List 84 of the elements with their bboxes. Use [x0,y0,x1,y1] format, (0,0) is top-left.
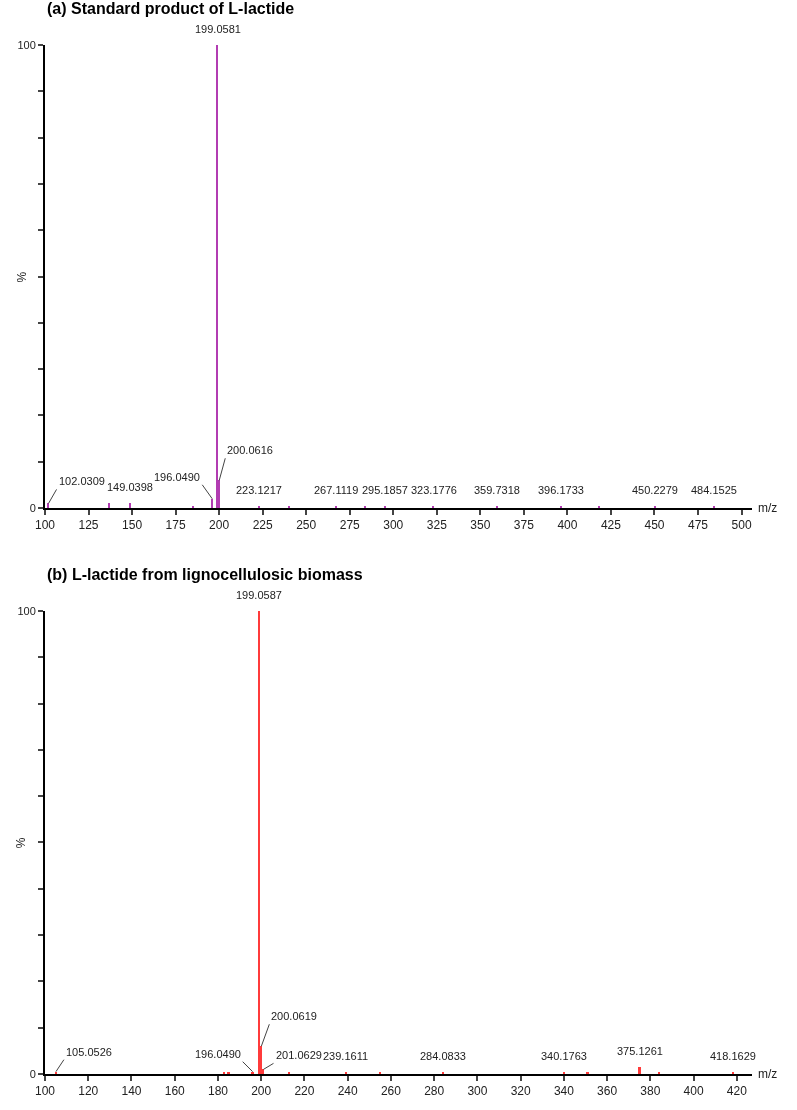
x-tick-label: 320 [510,1084,531,1099]
x-tick-label: 350 [470,518,491,533]
bar [216,45,218,508]
x-tick-label: 225 [252,518,273,533]
bar [442,1071,444,1074]
annotation: 201.0629 [276,1049,322,1061]
x-tick-label: 375 [513,518,535,533]
x-tick-label: 140 [121,1084,142,1099]
chart-title: (a) Standard product of L-lactide [47,0,295,17]
annotation: 200.0619 [271,1010,317,1022]
x-tick-label: 275 [339,518,361,533]
bar [211,499,213,508]
annotation: 295.1857 [362,484,408,496]
x-tick-label: 250 [296,518,317,533]
bar [47,503,49,508]
annotation: 102.0309 [59,475,105,487]
annotation: 484.1525 [691,484,737,496]
x-tick-label: 425 [600,518,622,533]
x-tick-label: 200 [251,1084,272,1099]
bar [586,1071,589,1074]
chart-title: (b) L-lactide from lignocellulosic biomass [47,566,363,583]
bar [658,1071,660,1074]
x-tick-label: 400 [557,518,578,533]
x-tick-label: 300 [467,1084,488,1099]
bar [345,1071,347,1074]
x-tick-label: 175 [165,518,186,533]
annotation: 196.0490 [195,1048,241,1060]
annotation: 239.1611 [323,1050,369,1062]
x-tick-label: 150 [122,518,143,533]
x-axis-title: m/z [758,501,778,515]
y-tick-label: 100 [17,604,36,617]
annotation: 323.1776 [411,484,457,496]
x-tick-label: 340 [553,1084,575,1099]
x-tick-label: 260 [380,1084,402,1099]
annotation: 199.0581 [195,23,241,35]
annotation: 340.1763 [541,1050,587,1062]
bar [379,1071,381,1074]
annotation: 267.1119 [314,484,359,496]
y-tick-label: 0 [29,1067,36,1080]
annotation: 200.0616 [227,444,273,456]
x-tick-label: 180 [207,1084,229,1099]
annotation: 418.1629 [710,1050,756,1062]
bar [108,503,110,508]
y-axis-title: % [15,271,30,283]
x-tick-label: 280 [424,1084,445,1099]
bar [288,1071,290,1074]
bar [258,610,260,1074]
annotation: 149.0398 [107,481,153,493]
x-tick-label: 160 [164,1084,186,1099]
bar [638,1066,641,1074]
annotation: 284.0833 [420,1050,466,1062]
x-tick-label: 240 [337,1084,359,1099]
annotation: 196.0490 [154,471,200,483]
bar [223,1071,225,1074]
annotation: 105.0526 [66,1046,112,1058]
x-tick-label: 450 [644,518,665,533]
x-tick-label: 400 [683,1084,704,1099]
x-tick-label: 360 [597,1084,618,1099]
y-axis-title: % [14,837,29,849]
bar [563,1071,565,1074]
y-tick-label: 0 [29,501,36,514]
annotation: 359.7318 [474,484,520,496]
x-tick-label: 220 [294,1084,315,1099]
bar [732,1071,734,1074]
bar [227,1071,230,1074]
y-tick-label: 100 [17,38,36,51]
x-tick-label: 420 [726,1084,748,1099]
annotation: 375.1261 [617,1045,663,1057]
x-axis-title: m/z [758,1067,778,1081]
annotation: 396.1733 [538,484,584,496]
annotation: 223.1217 [236,484,282,496]
annotation: 450.2279 [632,484,678,496]
x-tick-label: 475 [688,518,709,533]
annotation: 199.0587 [236,589,282,601]
x-tick-label: 325 [426,518,448,533]
x-tick-label: 120 [78,1084,99,1099]
x-tick-label: 500 [731,518,752,533]
x-tick-label: 200 [209,518,230,533]
bar [129,503,131,508]
bar [251,1071,254,1074]
x-tick-label: 380 [640,1084,661,1099]
bar [55,1071,57,1074]
x-tick-label: 300 [383,518,404,533]
x-tick-label: 125 [78,518,99,533]
